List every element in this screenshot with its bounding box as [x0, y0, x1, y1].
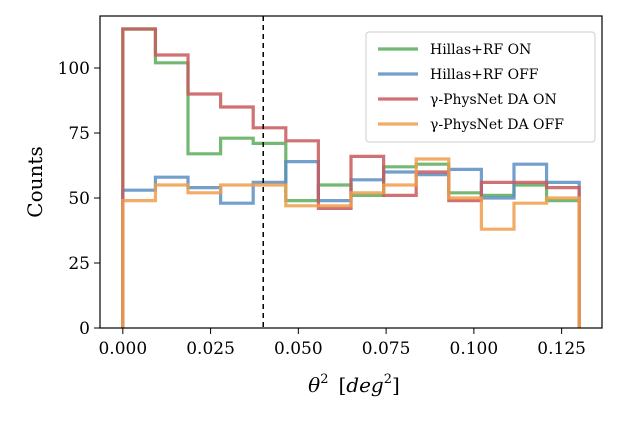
- x-axis-unit-sup: 2: [384, 372, 392, 387]
- legend-label: γ-PhysNet DA OFF: [430, 117, 564, 133]
- x-tick-label: 0.075: [362, 339, 411, 359]
- x-axis-unit-var: deg: [346, 373, 383, 397]
- x-tick-label: 0.100: [450, 339, 499, 359]
- x-axis-symbol-sup: 2: [320, 372, 328, 387]
- x-tick-label: 0.050: [274, 339, 323, 359]
- legend: Hillas+RF ON Hillas+RF OFF γ-PhysNet DA ON…: [365, 31, 596, 143]
- y-axis-ticks: 0 25 50 75 100: [58, 59, 100, 339]
- y-tick-label: 75: [68, 124, 90, 144]
- legend-label: γ-PhysNet DA ON: [430, 92, 557, 108]
- plot-area: [121, 16, 581, 328]
- x-axis-ticks: 0.000 0.025 0.050 0.075 0.100 0.125: [98, 328, 586, 359]
- y-tick-label: 100: [58, 59, 90, 79]
- x-axis-symbol: θ: [308, 373, 320, 397]
- y-tick-label: 25: [68, 254, 90, 274]
- x-axis-unit-open: [: [338, 373, 346, 397]
- y-tick-label: 50: [68, 189, 90, 209]
- y-axis-label: Counts: [23, 146, 47, 217]
- x-axis-unit-close: ]: [392, 373, 400, 397]
- plot-frame: [99, 15, 603, 329]
- series-line-4: [121, 157, 581, 328]
- x-tick-label: 0.025: [186, 339, 235, 359]
- legend-label: Hillas+RF OFF: [430, 67, 539, 83]
- x-tick-label: 0.000: [98, 339, 147, 359]
- legend-label: Hillas+RF ON: [430, 42, 531, 58]
- y-tick-label: 0: [79, 319, 90, 339]
- legend-box: [365, 31, 596, 143]
- series-line-3: [121, 27, 581, 328]
- x-tick-label: 0.125: [537, 339, 586, 359]
- x-axis-label: θ2 [deg2]: [308, 372, 400, 397]
